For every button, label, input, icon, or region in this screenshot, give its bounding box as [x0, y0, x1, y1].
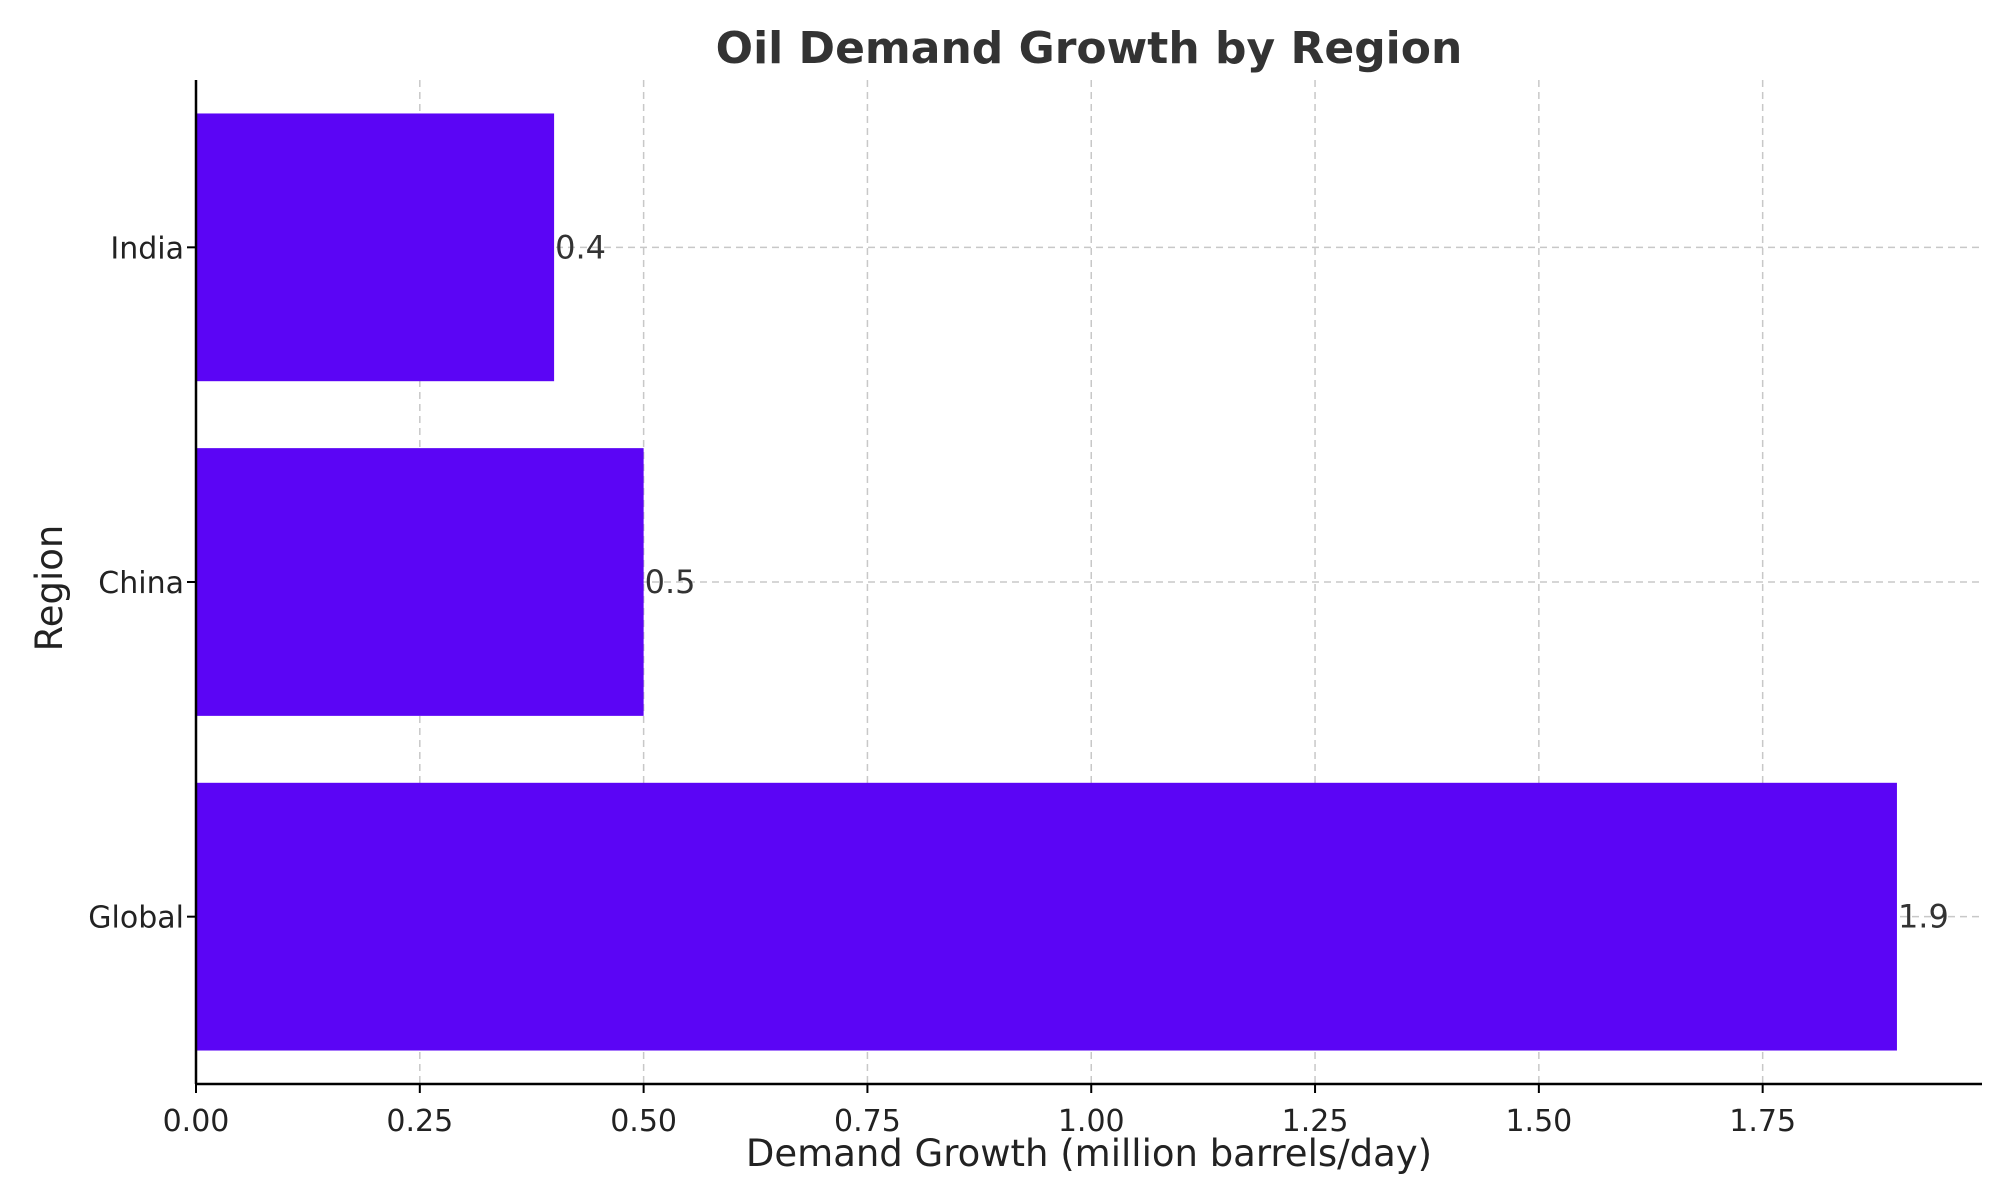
y-tick-label-china: China	[98, 566, 184, 601]
x-tick-label: 0.50	[610, 1104, 677, 1139]
value-label-china: 0.5	[645, 563, 696, 601]
x-axis-ticks: 0.00 0.25 0.50 0.75 1.00 1.25 1.50 1.75	[163, 1084, 1796, 1139]
x-tick-label: 1.00	[1058, 1104, 1125, 1139]
bar-china	[196, 448, 644, 716]
x-axis-label: Demand Growth (million barrels/day)	[746, 1132, 1432, 1175]
x-tick-label: 0.25	[386, 1104, 453, 1139]
bar-global	[196, 782, 1897, 1051]
x-tick-label: 0.00	[163, 1104, 230, 1139]
chart-title: Oil Demand Growth by Region	[716, 23, 1463, 74]
y-axis-ticks: Global China India	[88, 231, 196, 936]
x-tick-label: 1.25	[1282, 1104, 1349, 1139]
y-tick-label-global: Global	[88, 901, 184, 936]
value-label-global: 1.9	[1898, 898, 1949, 936]
value-label-india: 0.4	[555, 228, 606, 266]
bars	[196, 113, 1897, 1051]
x-tick-label: 1.50	[1505, 1104, 1572, 1139]
bar-india	[196, 113, 555, 382]
y-tick-label-india: India	[110, 231, 184, 266]
x-tick-label: 0.75	[834, 1104, 901, 1139]
value-labels: 1.9 0.5 0.4	[555, 228, 1949, 935]
y-axis-label: Region	[28, 525, 71, 652]
x-tick-label: 1.75	[1729, 1104, 1796, 1139]
